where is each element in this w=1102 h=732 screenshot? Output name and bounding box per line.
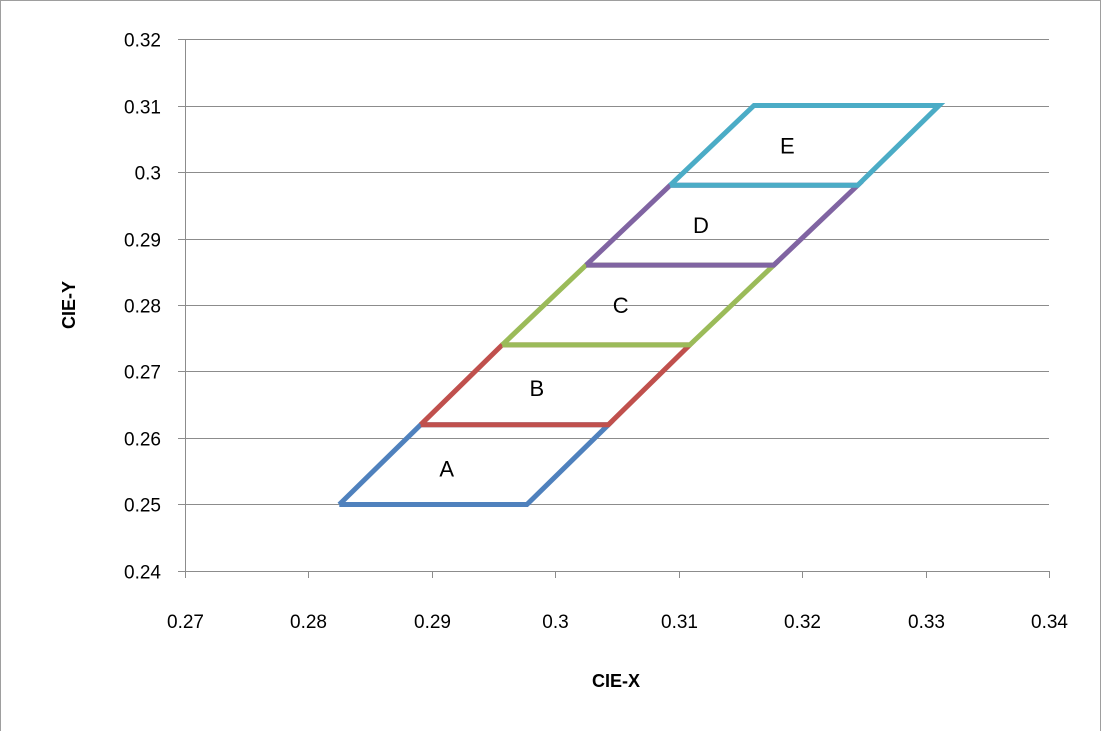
y-tick-label: 0.31 [124,98,161,119]
x-tick-label: 0.31 [661,612,698,633]
y-tick-label: 0.24 [124,563,161,584]
y-tick-label: 0.25 [124,496,161,517]
y-tick-label: 0.27 [124,363,161,384]
x-tick-label: 0.27 [167,612,204,633]
x-tick-label: 0.29 [414,612,451,633]
region-label-d: D [693,213,709,238]
region-label-c: C [613,293,629,318]
region-label-e: E [780,133,795,158]
y-axis-title: CIE-Y [59,281,79,329]
x-tick-label: 0.3 [542,612,568,633]
series-b-outline [418,342,696,428]
region-label-a: A [439,457,454,482]
region-label-b: B [529,376,544,401]
region-labels: A B C D E [439,133,794,481]
y-tick-label: 0.26 [124,430,161,451]
y-tick-label: 0.3 [135,164,161,185]
x-axis-title: CIE-X [592,671,640,691]
series-layer [337,103,946,507]
x-tick-label: 0.32 [784,612,821,633]
x-tick-label: 0.28 [290,612,327,633]
series-e-outline [668,103,946,188]
axes: 0.24 0.25 0.26 0.27 0.28 0.29 0.3 0.31 0.32 0.27 0… [124,31,1068,634]
series-d-outline [584,182,864,268]
grid-lines [185,39,1049,505]
x-tick-label: 0.34 [1031,612,1068,633]
y-tick-label: 0.32 [124,31,161,52]
x-tick-label: 0.33 [908,612,945,633]
series-a-outline [337,422,615,507]
y-tick-label: 0.29 [124,231,161,252]
y-tick-label: 0.28 [124,297,161,318]
